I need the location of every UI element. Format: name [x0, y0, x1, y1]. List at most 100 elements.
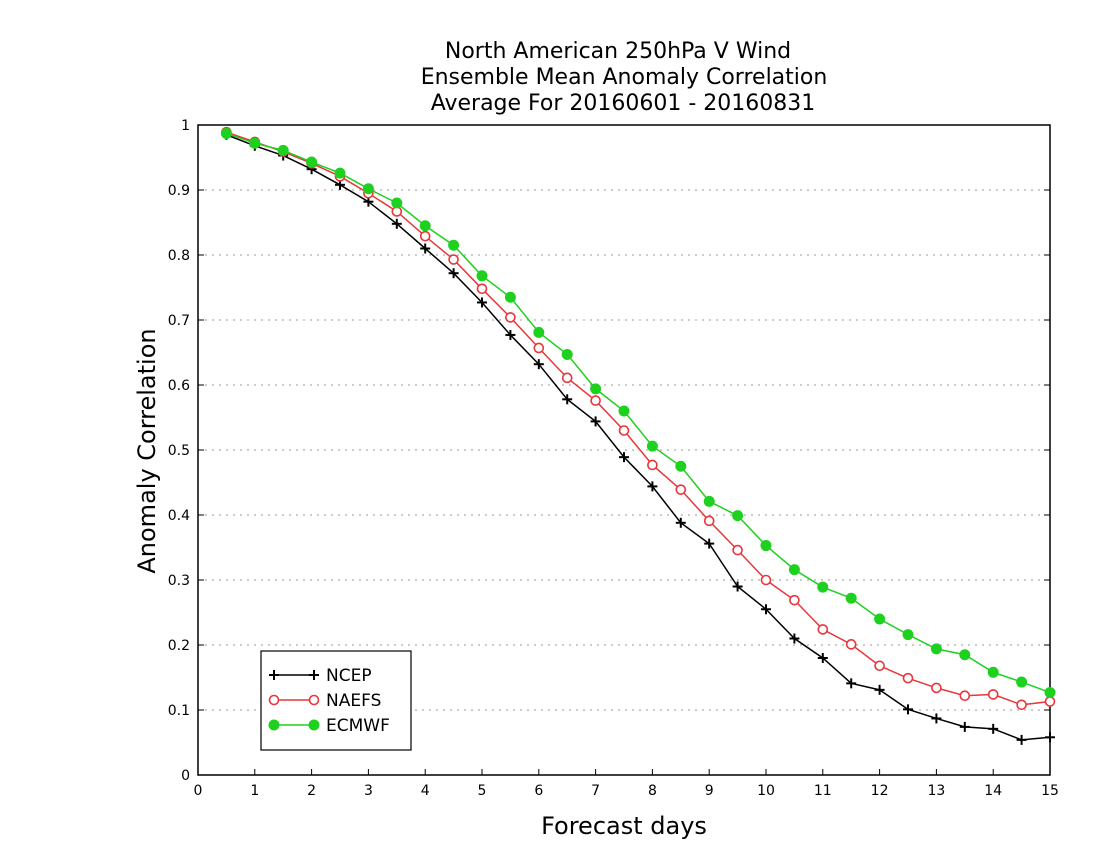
data-point-ecmwf: [1044, 686, 1056, 698]
data-point-ncep: [391, 218, 402, 229]
data-point-ncep: [761, 604, 771, 615]
data-point-naefs: [533, 342, 545, 354]
legend-marker: [268, 719, 280, 731]
y-tick-label: 0: [181, 768, 190, 784]
data-point-naefs: [789, 594, 800, 606]
series-ecmwf: [220, 127, 1056, 698]
legend-item-ncep: NCEP: [269, 666, 372, 686]
data-point-ncep: [1016, 734, 1027, 745]
data-point-naefs: [448, 254, 459, 265]
x-tick-label: 10: [757, 783, 775, 799]
data-point-ecmwf: [987, 666, 999, 678]
x-tick-label: 3: [364, 783, 373, 799]
title-line-2: Ensemble Mean Anomaly Correlation: [421, 65, 828, 90]
data-point-ncep: [817, 653, 828, 663]
data-point-ecmwf: [220, 127, 232, 139]
data-point-ecmwf: [817, 581, 829, 593]
data-point-naefs: [902, 672, 914, 684]
data-point-naefs: [817, 624, 829, 635]
data-point-naefs: [987, 689, 999, 700]
y-tick-label: 0.3: [168, 573, 190, 589]
data-point-ecmwf: [902, 629, 914, 641]
y-tick-label: 0.7: [168, 313, 190, 329]
data-point-ecmwf: [874, 613, 886, 625]
y-tick-label: 0.2: [168, 638, 190, 654]
data-point-ecmwf: [646, 440, 658, 452]
data-point-ncep: [619, 452, 629, 463]
legend-marker: [309, 670, 319, 680]
x-tick-label: 15: [1041, 783, 1059, 799]
x-tick-label: 14: [984, 783, 1002, 799]
data-point-ecmwf: [249, 137, 261, 149]
y-tick-label: 1: [181, 118, 190, 134]
data-point-naefs: [476, 283, 488, 295]
data-point-ecmwf: [448, 239, 460, 251]
data-point-ecmwf: [703, 495, 715, 507]
x-tick-label: 13: [927, 783, 945, 799]
series-naefs: [221, 126, 1056, 711]
data-point-ncep: [959, 721, 970, 732]
legend-label: NAEFS: [326, 691, 381, 711]
data-point-ncep: [533, 359, 544, 370]
y-axis: 0 0.1 0.2 0.3 0.4 0.5 0.6 0.7 0.8 0.9 1: [168, 118, 1050, 784]
data-point-naefs: [618, 425, 630, 436]
x-tick-label: 6: [534, 783, 543, 799]
data-point-ecmwf: [476, 270, 488, 282]
x-tick-label: 5: [478, 783, 487, 799]
data-point-naefs: [419, 230, 431, 242]
data-point-ecmwf: [732, 510, 744, 522]
data-point-naefs: [1044, 696, 1056, 707]
data-point-ecmwf: [306, 156, 318, 168]
data-point-naefs: [590, 395, 601, 406]
data-point-ecmwf: [675, 460, 687, 472]
legend-label: NCEP: [326, 666, 372, 686]
x-tick-label: 8: [648, 783, 657, 799]
x-axis-label: Forecast days: [541, 812, 707, 840]
data-point-ecmwf: [277, 144, 289, 156]
legend-marker: [268, 694, 280, 706]
data-point-ncep: [931, 713, 942, 724]
y-tick-label: 0.9: [168, 183, 190, 199]
data-point-ncep: [903, 704, 913, 715]
data-point-naefs: [505, 312, 516, 323]
data-point-ecmwf: [362, 183, 374, 195]
series-line-ecmwf: [226, 132, 1051, 694]
data-point-ncep: [789, 633, 800, 644]
data-point-ecmwf: [561, 348, 573, 360]
data-point-naefs: [760, 574, 772, 586]
data-point-naefs: [959, 690, 971, 702]
data-point-ecmwf: [419, 220, 431, 232]
data-point-naefs: [647, 459, 658, 471]
data-point-ecmwf: [533, 326, 545, 338]
series-line-naefs: [226, 131, 1051, 706]
data-point-naefs: [1016, 699, 1027, 711]
data-point-ecmwf: [504, 291, 516, 303]
y-tick-label: 0.6: [168, 378, 190, 394]
data-point-ecmwf: [334, 167, 346, 179]
y-tick-label: 0.4: [168, 508, 190, 524]
legend-marker: [308, 719, 320, 731]
x-tick-label: 2: [307, 783, 316, 799]
data-point-naefs: [845, 639, 857, 650]
data-point-ncep: [732, 581, 743, 592]
data-point-naefs: [874, 660, 885, 672]
grid: [198, 189, 1050, 711]
title-line-1: North American 250hPa V Wind: [445, 39, 791, 64]
data-point-naefs: [561, 372, 573, 384]
legend-item-ecmwf: ECMWF: [268, 716, 390, 736]
data-point-ncep: [647, 481, 658, 492]
series-layer: [220, 126, 1056, 745]
data-point-ncep: [562, 394, 573, 405]
x-tick-label: 0: [194, 783, 203, 799]
data-point-ecmwf: [788, 564, 800, 576]
data-point-ecmwf: [959, 649, 971, 661]
data-point-ncep: [477, 297, 487, 308]
y-tick-label: 0.5: [168, 443, 190, 459]
x-tick-label: 4: [421, 783, 430, 799]
data-point-naefs: [675, 484, 687, 495]
x-tick-label: 1: [250, 783, 259, 799]
data-point-ncep: [846, 678, 857, 689]
data-point-ncep: [704, 538, 715, 549]
x-tick-label: 11: [814, 783, 832, 799]
